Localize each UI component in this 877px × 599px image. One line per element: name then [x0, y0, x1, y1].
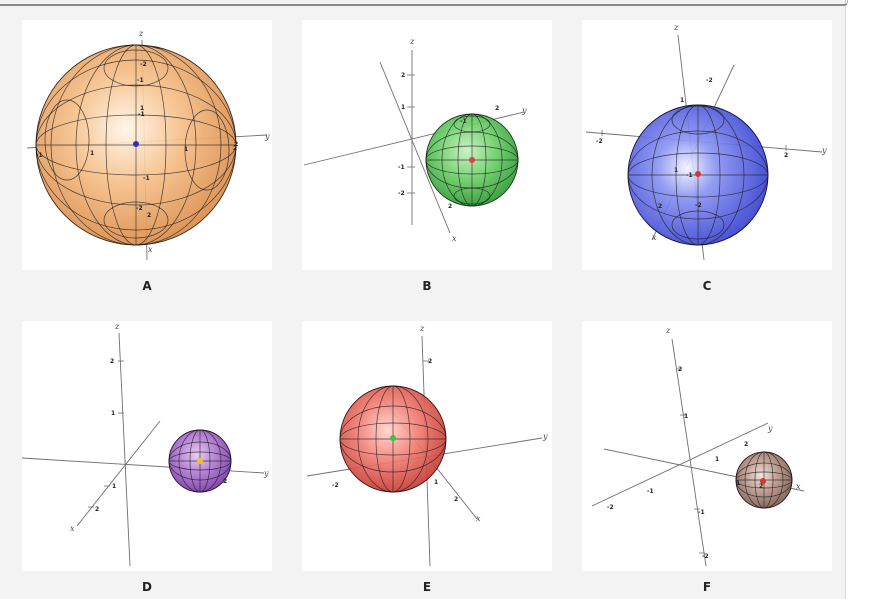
- tick-label: 2: [658, 203, 662, 210]
- tick-label: -1: [698, 509, 705, 516]
- y-axis-label: y: [767, 424, 773, 433]
- sphere-plot-e: z y x 2 -2 1 2: [306, 324, 548, 567]
- sphere-plot-f: z y x 2 1 2 1 1 -1 -2 -1 -2 2: [591, 326, 805, 567]
- tick-label: 1: [112, 483, 116, 490]
- x-axis-label: x: [452, 234, 457, 243]
- z-axis-label: z: [138, 29, 144, 38]
- center-point-d: [197, 458, 203, 464]
- sphere-plot-c: z y x -2 -2 1 2 -1 1 -2 2: [585, 23, 827, 261]
- center-point-e: [390, 435, 396, 441]
- center-point-c: [695, 171, 701, 177]
- y-axis-label: y: [521, 106, 527, 115]
- top-border: [0, 0, 848, 6]
- tick-label: -1: [460, 118, 467, 125]
- tick-label: 2: [401, 72, 405, 79]
- y-axis-label: y: [264, 132, 270, 141]
- tick-label: 2: [678, 366, 682, 373]
- z-axis-label: z: [114, 322, 120, 331]
- tick-label: 1: [674, 167, 678, 174]
- tick-label: -2: [398, 190, 405, 197]
- y-axis-label: y: [821, 146, 827, 155]
- sphere-plot-a: z y x -2 -1 1 2 -1 1 2 1 -2 -1 -1 2: [26, 29, 270, 261]
- tick-label: 2: [233, 145, 237, 152]
- tick-label: 1: [401, 104, 405, 111]
- tick-label: -1: [36, 152, 43, 159]
- z-axis-label: z: [673, 23, 679, 32]
- center-point-f: [760, 478, 766, 484]
- panel-label-e: E: [422, 580, 432, 594]
- tick-label: -2: [136, 205, 143, 212]
- panel-label-f: F: [702, 580, 712, 594]
- tick-label: 2: [759, 483, 763, 490]
- tick-label: 2: [223, 478, 227, 485]
- x-axis-label: x: [148, 245, 153, 254]
- x-axis-line: [76, 420, 161, 527]
- tick-label: 1: [715, 456, 719, 463]
- sphere-plot-b: z y x 2 1 -1 -2 2 2 -1: [303, 37, 527, 243]
- sphere-grid-a: [35, 44, 237, 246]
- tick-label: 2: [495, 105, 499, 112]
- tick-label: 2: [784, 152, 788, 159]
- center-point-b: [469, 157, 475, 163]
- z-axis-label: z: [419, 324, 425, 333]
- sphere-plot-d: z y x 2 1 1 2 2: [22, 322, 269, 567]
- tick-label: -1: [686, 172, 693, 179]
- tick-label: -2: [695, 202, 702, 209]
- tick-label: 1: [90, 150, 94, 157]
- tick-label: -2: [596, 138, 603, 145]
- x-axis-label: x: [796, 482, 801, 491]
- tick-label: 1: [680, 97, 684, 104]
- x-axis-label: x: [476, 514, 481, 523]
- panel-label-a: A: [142, 279, 152, 293]
- tick-label: 1: [184, 146, 188, 153]
- y-axis-label: y: [542, 432, 548, 441]
- tick-label: 2: [744, 441, 748, 448]
- panel-label-c: C: [702, 279, 712, 293]
- z-axis-line: [118, 332, 131, 567]
- panel-c: z y x -2 -2 1 2 -1 1 -2 2: [582, 20, 832, 270]
- tick-label: 2: [147, 212, 151, 219]
- tick-label: 1: [140, 105, 144, 112]
- tick-label: 1: [736, 480, 740, 487]
- tick-label: 1: [434, 479, 438, 486]
- sphere-grid-b: [425, 113, 519, 207]
- x-axis-line: [379, 61, 451, 234]
- x-axis-line: [591, 422, 769, 507]
- tick-label: -1: [138, 111, 145, 118]
- tick-label: 2: [448, 203, 452, 210]
- center-point-a: [133, 141, 139, 147]
- tick-label: 2: [428, 358, 432, 365]
- tick-label: -2: [140, 61, 147, 68]
- sphere-grid-f: [735, 451, 793, 509]
- tick-label: 2: [454, 496, 458, 503]
- tick-label: -2: [607, 504, 614, 511]
- panel-f: z y x 2 1 2 1 1 -1 -2 -1 -2 2: [582, 321, 832, 571]
- tick-label: 1: [111, 410, 115, 417]
- tick-label: -2: [332, 482, 339, 489]
- x-axis-label: x: [652, 233, 657, 242]
- tick-label: 2: [234, 141, 238, 148]
- tick-label: -1: [647, 488, 654, 495]
- tick-label: 2: [95, 506, 99, 513]
- panel-a: z y x -2 -1 1 2 -1 1 2 1 -2 -1 -1 2: [22, 20, 272, 270]
- tick-label: -1: [398, 164, 405, 171]
- tick-label: -2: [706, 77, 713, 84]
- x-axis-label: x: [70, 524, 75, 533]
- z-axis-label: z: [409, 37, 415, 46]
- tick-label: 1: [684, 413, 688, 420]
- panel-b: z y x 2 1 -1 -2 2 2 -1: [302, 20, 552, 270]
- tick-label: -2: [702, 553, 709, 560]
- panel-d: z y x 2 1 1 2 2: [22, 321, 272, 571]
- z-axis-line: [671, 338, 707, 567]
- tick-label: 2: [110, 358, 114, 365]
- y-axis-label: y: [263, 469, 269, 478]
- panel-label-d: D: [142, 580, 152, 594]
- tick-label: -1: [143, 175, 150, 182]
- tick-label: -1: [137, 77, 144, 84]
- z-axis-label: z: [665, 326, 671, 335]
- sphere-grid-c: [627, 104, 769, 246]
- panel-e: z y x 2 -2 1 2: [302, 321, 552, 571]
- panel-label-b: B: [422, 279, 432, 293]
